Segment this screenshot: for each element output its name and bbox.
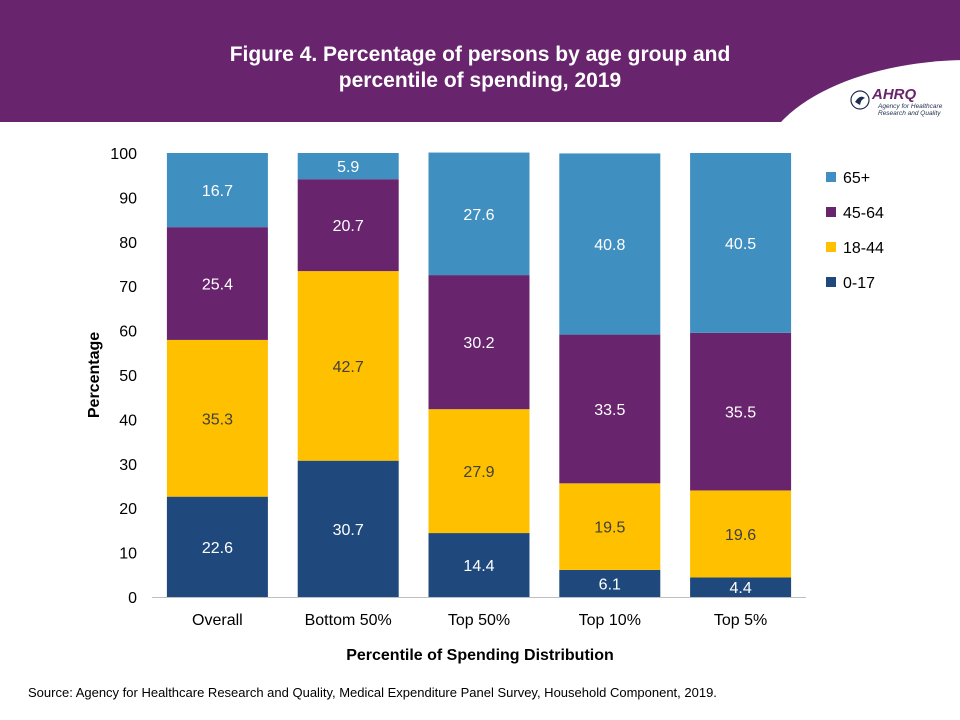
- bar-segment-65+: [297, 153, 399, 180]
- data-label: 4.4: [729, 580, 751, 597]
- legend-swatch-0-17: [826, 277, 836, 287]
- legend-label-65+: 65+: [843, 170, 870, 187]
- data-label: 6.1: [599, 576, 621, 593]
- ahrq-logo: AHRQ Agency for Healthcare Research and …: [846, 82, 946, 122]
- y-tick-label: 70: [119, 279, 137, 296]
- bar-segment-45-64: [690, 332, 792, 491]
- bar-segment-45-64: [297, 179, 399, 272]
- bar-segment-65+: [690, 153, 792, 333]
- x-tick-label: Top 5%: [714, 612, 767, 629]
- legend-label-18-44: 18-44: [843, 240, 884, 257]
- data-label: 19.5: [594, 520, 625, 537]
- bar-segment-65+: [166, 153, 268, 228]
- bar-segment-65+: [559, 153, 661, 335]
- y-tick-label: 50: [119, 368, 137, 385]
- bar-segment-18-44: [428, 409, 530, 534]
- data-label: 5.9: [337, 159, 359, 176]
- source-note: Source: Agency for Healthcare Research a…: [28, 685, 717, 700]
- data-label: 40.5: [725, 236, 756, 253]
- data-label: 19.6: [725, 527, 756, 544]
- data-label: 33.5: [594, 402, 625, 419]
- logo-subtitle: Agency for Healthcare Research and Quali…: [878, 103, 948, 117]
- y-tick-label: 100: [110, 146, 137, 163]
- bar-segment-45-64: [559, 334, 661, 484]
- data-label: 27.9: [463, 464, 494, 481]
- bar-segment-45-64: [428, 275, 530, 410]
- chart-title: Figure 4. Percentage of persons by age g…: [120, 42, 840, 94]
- bar-segment-0-17: [559, 569, 661, 597]
- bar-segment-0-17: [428, 533, 530, 597]
- bar-segment-18-44: [690, 490, 792, 578]
- x-tick-label: Overall: [192, 612, 243, 629]
- data-label: 30.7: [333, 522, 364, 539]
- data-label: 22.6: [202, 540, 233, 557]
- data-label: 16.7: [202, 183, 233, 200]
- legend-swatch-18-44: [826, 242, 836, 252]
- y-tick-label: 20: [119, 501, 137, 518]
- logo-text: AHRQ: [872, 86, 917, 103]
- data-label: 42.7: [333, 359, 364, 376]
- bar-segment-18-44: [297, 271, 399, 461]
- data-label: 40.8: [594, 237, 625, 254]
- bar-segment-45-64: [166, 227, 268, 340]
- y-tick-label: 10: [119, 546, 137, 563]
- y-tick-label: 30: [119, 457, 137, 474]
- header-banner: Figure 4. Percentage of persons by age g…: [0, 0, 960, 122]
- x-tick-label: Bottom 50%: [305, 612, 392, 629]
- x-axis-title: Percentile of Spending Distribution: [346, 647, 614, 664]
- bar-segment-18-44: [166, 339, 268, 497]
- y-tick-label: 40: [119, 412, 137, 429]
- data-label: 35.3: [202, 411, 233, 428]
- legend-swatch-45-64: [826, 207, 836, 217]
- x-tick-label: Top 10%: [579, 612, 641, 629]
- chart-title-line2: percentile of spending, 2019: [338, 69, 622, 92]
- hhs-eagle-icon: [850, 90, 870, 110]
- chart-title-line1: Figure 4. Percentage of persons by age g…: [229, 43, 731, 66]
- data-label: 27.6: [463, 207, 494, 224]
- legend-label-0-17: 0-17: [843, 275, 875, 292]
- legend-label-45-64: 45-64: [843, 205, 884, 222]
- x-tick-label: Top 50%: [448, 612, 510, 629]
- y-tick-label: 80: [119, 235, 137, 252]
- logo-subtitle-line1: Agency for Healthcare: [878, 103, 943, 110]
- bar-segment-0-17: [690, 577, 792, 597]
- data-label: 35.5: [725, 405, 756, 422]
- bar-segment-0-17: [297, 460, 399, 597]
- data-label: 20.7: [333, 218, 364, 235]
- bar-segment-18-44: [559, 483, 661, 570]
- logo-subtitle-line2: Research and Quality: [878, 110, 941, 117]
- bar-segment-0-17: [166, 496, 268, 597]
- data-label: 14.4: [463, 558, 494, 575]
- stacked-bar-chart: 0 10 20 30 40 50 60 70 80 90 100 22.6 35.3 25.4 16.7 Ov…: [86, 146, 884, 664]
- y-tick-label: 60: [119, 324, 137, 341]
- y-tick-label: 0: [128, 590, 137, 607]
- bar-segment-65+: [428, 152, 530, 276]
- y-axis-title: Percentage: [86, 332, 103, 418]
- data-label: 30.2: [463, 335, 494, 352]
- y-tick-label: 90: [119, 190, 137, 207]
- legend-swatch-65+: [826, 172, 836, 182]
- data-label: 25.4: [202, 277, 233, 294]
